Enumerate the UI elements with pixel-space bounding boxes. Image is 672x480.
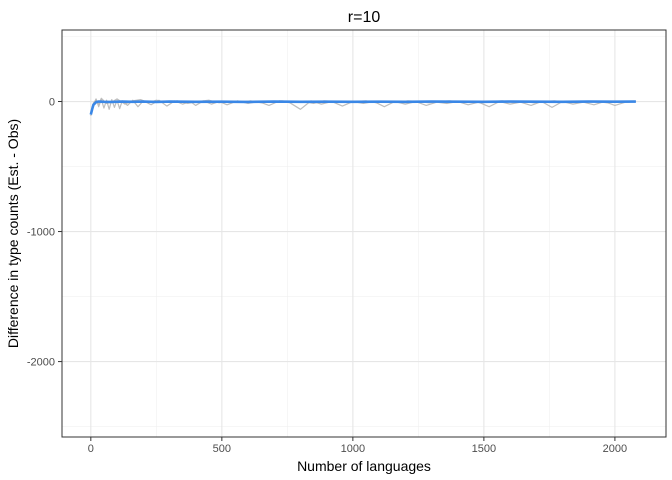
x-tick-label: 1000: [341, 443, 365, 455]
plot-border: [61, 29, 667, 438]
x-axis-label: Number of languages: [297, 458, 431, 474]
y-tick-label: -2000: [27, 357, 55, 369]
series-layer: [89, 97, 636, 116]
x-tick-label: 0: [88, 443, 94, 455]
x-tick-label: 1500: [472, 443, 496, 455]
chart-title: r=10: [348, 9, 381, 26]
y-tick-label: 0: [49, 97, 55, 109]
y-axis-label: Difference in type counts (Est. - Obs): [5, 119, 21, 348]
x-axis: 0 500 1000 1500 2000: [88, 437, 627, 455]
minor-gridlines: [62, 30, 666, 437]
mean-line: [89, 100, 636, 115]
y-tick-label: -1000: [27, 227, 55, 239]
y-axis: 0 -1000 -2000: [27, 97, 62, 369]
x-tick-label: 500: [213, 443, 231, 455]
plot-panel: [62, 30, 666, 437]
x-tick-label: 2000: [603, 443, 627, 455]
